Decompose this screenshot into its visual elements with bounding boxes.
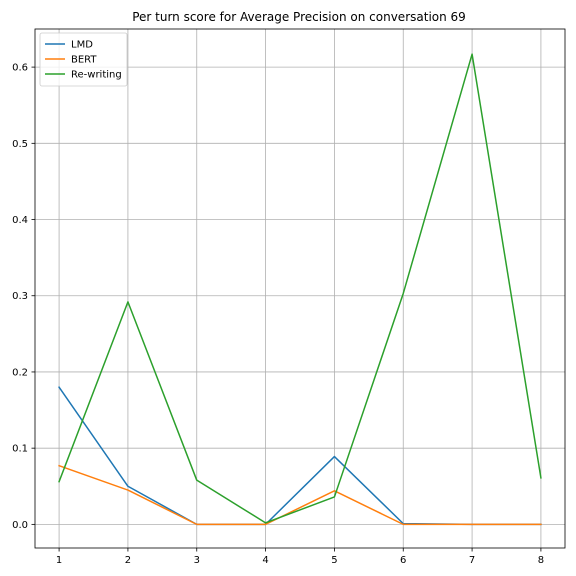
x-tick-label: 3 bbox=[194, 555, 200, 566]
grid-lines bbox=[35, 29, 565, 548]
series-line-re-writing bbox=[58, 53, 542, 524]
series-line-bert bbox=[58, 464, 542, 526]
y-tick-label: 0.0 bbox=[12, 520, 28, 531]
y-tick-label: 0.1 bbox=[12, 444, 28, 455]
series-lines bbox=[58, 53, 542, 526]
x-tick-label: 4 bbox=[262, 555, 268, 566]
chart-title: Per turn score for Average Precision on … bbox=[132, 10, 466, 24]
y-tick-label: 0.2 bbox=[12, 367, 28, 378]
x-tick-label: 2 bbox=[125, 555, 131, 566]
x-tick-label: 8 bbox=[538, 555, 544, 566]
x-tick-label: 5 bbox=[331, 555, 337, 566]
y-tick-label: 0.6 bbox=[12, 63, 28, 74]
plot-frame bbox=[34, 28, 566, 549]
legend-label: BERT bbox=[71, 55, 97, 66]
legend-box bbox=[39, 32, 128, 87]
legend: LMD BERT Re-writing bbox=[39, 32, 128, 87]
y-tick-label: 0.3 bbox=[12, 291, 28, 302]
legend-label: Re-writing bbox=[71, 70, 122, 81]
y-tick-label: 0.4 bbox=[12, 215, 28, 226]
x-tick-label: 6 bbox=[400, 555, 406, 566]
x-tick-label: 1 bbox=[56, 555, 62, 566]
y-axis: 0.0 0.1 0.2 0.3 0.4 0.5 0.6 bbox=[12, 63, 35, 531]
legend-label: LMD bbox=[71, 40, 93, 51]
x-axis: 1 2 3 4 5 6 7 8 bbox=[56, 548, 544, 566]
x-tick-label: 7 bbox=[469, 555, 475, 566]
y-tick-label: 0.5 bbox=[12, 139, 28, 150]
